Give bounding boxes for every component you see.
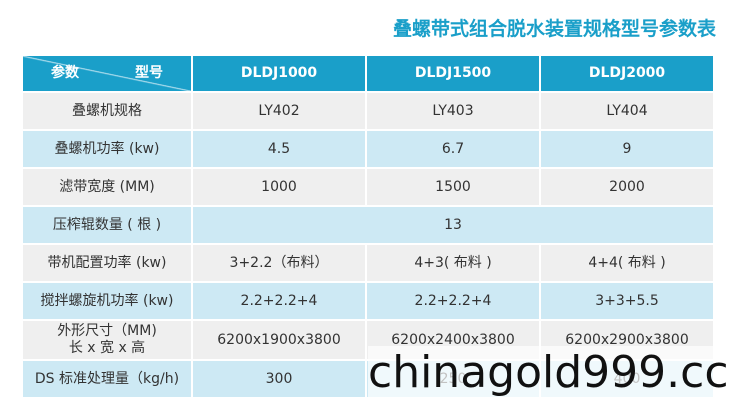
cell-text: 13 [444, 216, 462, 233]
row-label: 叠螺机规格 [23, 93, 191, 129]
corner-cell: 参数 型号 [23, 56, 191, 91]
cell-text: 6200x1900x3800 [217, 331, 341, 348]
cell-text: LY404 [606, 102, 648, 119]
corner-model: 型号 [135, 65, 163, 81]
cell-text: 300 [265, 370, 293, 387]
cell: 1000 [193, 169, 365, 205]
cell-text: 4+3( 布料 ) [414, 254, 492, 271]
column-header: DLDJ1500 [367, 56, 539, 91]
row-label: 外形尺寸（MM) 长 x 宽 x 高 [23, 321, 191, 359]
cell-text: 2000 [609, 178, 645, 195]
cell-text: LY403 [432, 102, 474, 119]
cell-text: 6.7 [441, 140, 465, 157]
cell: LY404 [541, 93, 713, 129]
column-header: DLDJ1000 [193, 56, 365, 91]
label-line: 叠螺机功率 (kw) [54, 140, 160, 157]
cell-text: 3+3+5.5 [595, 292, 659, 309]
label-line: 带机配置功率 (kw) [47, 254, 167, 271]
label-line: 压榨辊数量 ( 根 ) [52, 216, 162, 233]
cell: 300 [193, 361, 365, 397]
cell: LY402 [193, 93, 365, 129]
row-label: 搅拌螺旋机功率 (kw) [23, 283, 191, 319]
cell: 2.2+2.2+4 [193, 283, 365, 319]
cell-text: 3+2.2（布料） [229, 254, 329, 271]
cell: 1500 [367, 169, 539, 205]
row-label: 带机配置功率 (kw) [23, 245, 191, 281]
corner-param: 参数 [51, 65, 79, 81]
label-line: 外形尺寸（MM) [57, 323, 157, 339]
cell: 4+4( 布料 ) [541, 245, 713, 281]
cell-text: 9 [622, 140, 632, 157]
cell: 6.7 [367, 131, 539, 167]
cell: 6200x1900x3800 [193, 321, 365, 359]
column-label: DLDJ1000 [240, 65, 318, 81]
cell-text: LY402 [258, 102, 300, 119]
cell-text: 1000 [261, 178, 297, 195]
cell: 4+3( 布料 ) [367, 245, 539, 281]
row-label: 滤带宽度 (MM) [23, 169, 191, 205]
label-line: 长 x 宽 x 高 [68, 340, 146, 356]
cell: 3+2.2（布料） [193, 245, 365, 281]
label-line: 滤带宽度 (MM) [59, 178, 155, 195]
cell: 3+3+5.5 [541, 283, 713, 319]
column-label: DLDJ1500 [414, 65, 492, 81]
row-label: 压榨辊数量 ( 根 ) [23, 207, 191, 243]
cell: 2.2+2.2+4 [367, 283, 539, 319]
row-label: DS 标准处理量（kg/h) [23, 361, 191, 397]
label-line: DS 标准处理量（kg/h) [34, 370, 180, 387]
cell-text: 1500 [435, 178, 471, 195]
cell-text: 6200x2900x3800 [565, 331, 689, 348]
cell: LY403 [367, 93, 539, 129]
cell-text: 4.5 [267, 140, 291, 157]
watermark: chinagold999.cc [368, 346, 737, 400]
title: 叠螺带式组合脱水装置规格型号参数表 [392, 18, 716, 40]
cell-text: 2.2+2.2+4 [240, 292, 318, 309]
cell: 4.5 [193, 131, 365, 167]
column-label: DLDJ2000 [588, 65, 666, 81]
cell: 9 [541, 131, 713, 167]
row-label: 叠螺机功率 (kw) [23, 131, 191, 167]
label-line: 叠螺机规格 [72, 102, 142, 119]
cell-text: 6200x2400x3800 [391, 331, 515, 348]
merged-cell: 13 [193, 207, 713, 243]
label-line: 搅拌螺旋机功率 (kw) [40, 292, 174, 309]
cell-text: 2.2+2.2+4 [414, 292, 492, 309]
cell-text: 4+4( 布料 ) [588, 254, 666, 271]
column-header: DLDJ2000 [541, 56, 713, 91]
cell: 2000 [541, 169, 713, 205]
